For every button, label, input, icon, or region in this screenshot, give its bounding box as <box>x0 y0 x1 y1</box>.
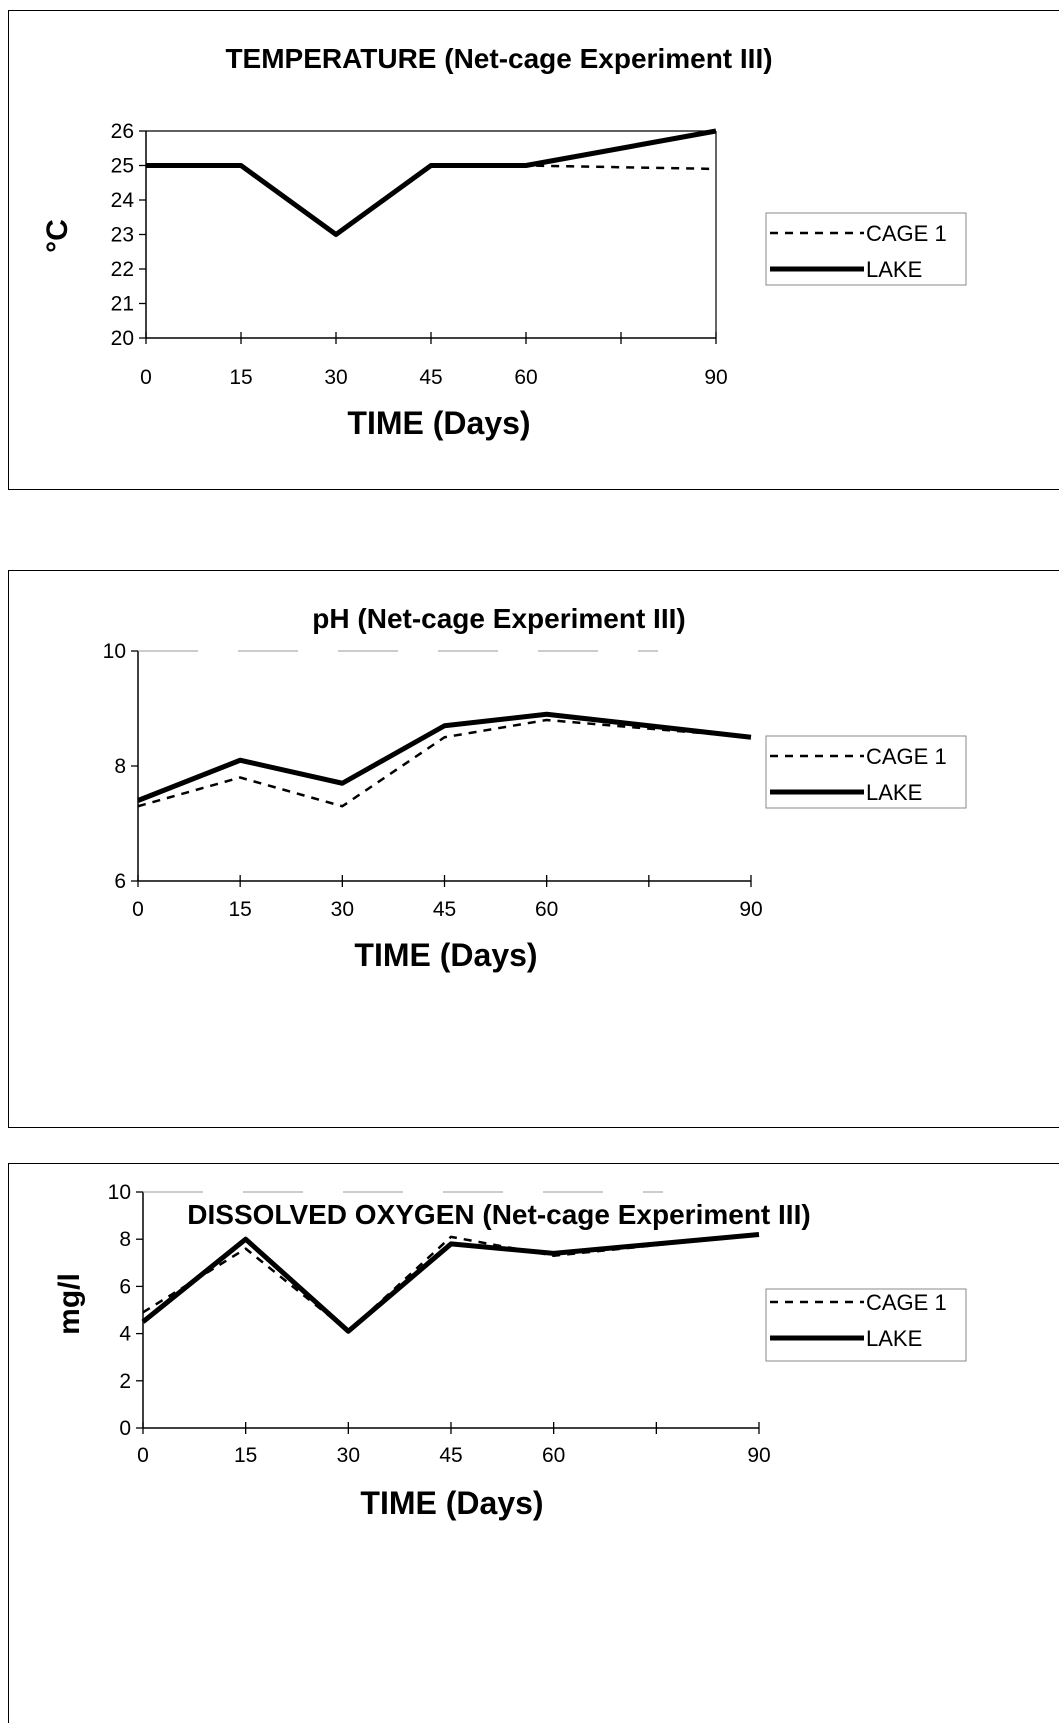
x-tick-label: 30 <box>337 1444 360 1467</box>
x-tick-label: 15 <box>234 1444 257 1467</box>
y-tick-label: 4 <box>119 1323 131 1346</box>
x-tick-label: 90 <box>739 898 762 921</box>
chart-title: TEMPERATURE (Net-cage Experiment III) <box>225 43 772 74</box>
y-tick-label: 24 <box>111 189 135 212</box>
y-axis-label: °C <box>41 219 74 253</box>
y-tick-label: 6 <box>114 870 126 893</box>
y-tick-label: 26 <box>111 120 134 143</box>
x-tick-label: 60 <box>535 898 558 921</box>
x-tick-label: 0 <box>132 898 144 921</box>
x-tick-label: 45 <box>439 1444 462 1467</box>
legend-box <box>765 212 967 286</box>
legend-label: LAKE <box>866 780 922 805</box>
x-tick-label: 60 <box>514 366 537 389</box>
y-tick-label: 8 <box>119 1228 131 1251</box>
ph-chart-panel: pH (Net-cage Experiment III) 6 8 10 0 15 30 45 6… <box>8 570 1059 1128</box>
x-axis-label: TIME (Days) <box>360 1485 543 1521</box>
y-tick-label: 10 <box>103 640 126 663</box>
y-tick-label: 22 <box>111 258 134 281</box>
x-tick-label: 30 <box>324 366 347 389</box>
series-line-lake <box>137 711 752 803</box>
chart-title: pH (Net-cage Experiment III) <box>312 603 685 634</box>
legend-label: CAGE 1 <box>866 1290 947 1315</box>
temperature-chart: TEMPERATURE (Net-cage Experiment III) 20 2… <box>41 43 967 441</box>
y-tick-label: 2 <box>119 1370 131 1393</box>
ph-chart: pH (Net-cage Experiment III) 6 8 10 0 15 30 45 6… <box>103 603 967 973</box>
x-tick-label: 0 <box>137 1444 149 1467</box>
legend-label: LAKE <box>866 257 922 282</box>
y-axis-label: mg/l <box>53 1273 86 1335</box>
y-tick-label: 20 <box>111 327 134 350</box>
x-axis-label: TIME (Days) <box>347 405 530 441</box>
x-tick-label: 15 <box>228 898 251 921</box>
legend-label: CAGE 1 <box>866 744 947 769</box>
x-tick-label: 0 <box>140 366 152 389</box>
series-line-cage-1 <box>137 718 752 808</box>
chart-title: DISSOLVED OXYGEN (Net-cage Experiment II… <box>187 1199 810 1230</box>
y-tick-label: 10 <box>108 1181 131 1204</box>
x-tick-label: 30 <box>331 898 354 921</box>
series-line-lake <box>141 1231 760 1334</box>
x-axis-label: TIME (Days) <box>354 937 537 973</box>
series-line-lake <box>146 128 717 237</box>
legend-box <box>765 1288 967 1362</box>
dissolved-oxygen-chart-panel: DISSOLVED OXYGEN (Net-cage Experiment II… <box>8 1163 1059 1723</box>
temperature-chart-panel: TEMPERATURE (Net-cage Experiment III) 20 2… <box>8 10 1059 490</box>
series-line-cage-1 <box>146 164 717 236</box>
x-tick-label: 60 <box>542 1444 565 1467</box>
y-tick-label: 6 <box>119 1275 131 1298</box>
y-tick-label: 25 <box>111 155 134 178</box>
x-tick-label: 90 <box>747 1444 770 1467</box>
legend-box <box>765 735 967 809</box>
x-tick-label: 45 <box>419 366 442 389</box>
y-tick-label: 23 <box>111 224 134 247</box>
y-tick-label: 0 <box>119 1417 131 1440</box>
y-tick-label: 21 <box>111 293 134 316</box>
legend-label: LAKE <box>866 1326 922 1351</box>
x-tick-label: 45 <box>433 898 456 921</box>
x-tick-label: 15 <box>229 366 252 389</box>
x-tick-label: 90 <box>704 366 727 389</box>
legend-label: CAGE 1 <box>866 221 947 246</box>
dissolved-oxygen-chart: DISSOLVED OXYGEN (Net-cage Experiment II… <box>53 1181 967 1521</box>
y-tick-label: 8 <box>114 755 126 778</box>
